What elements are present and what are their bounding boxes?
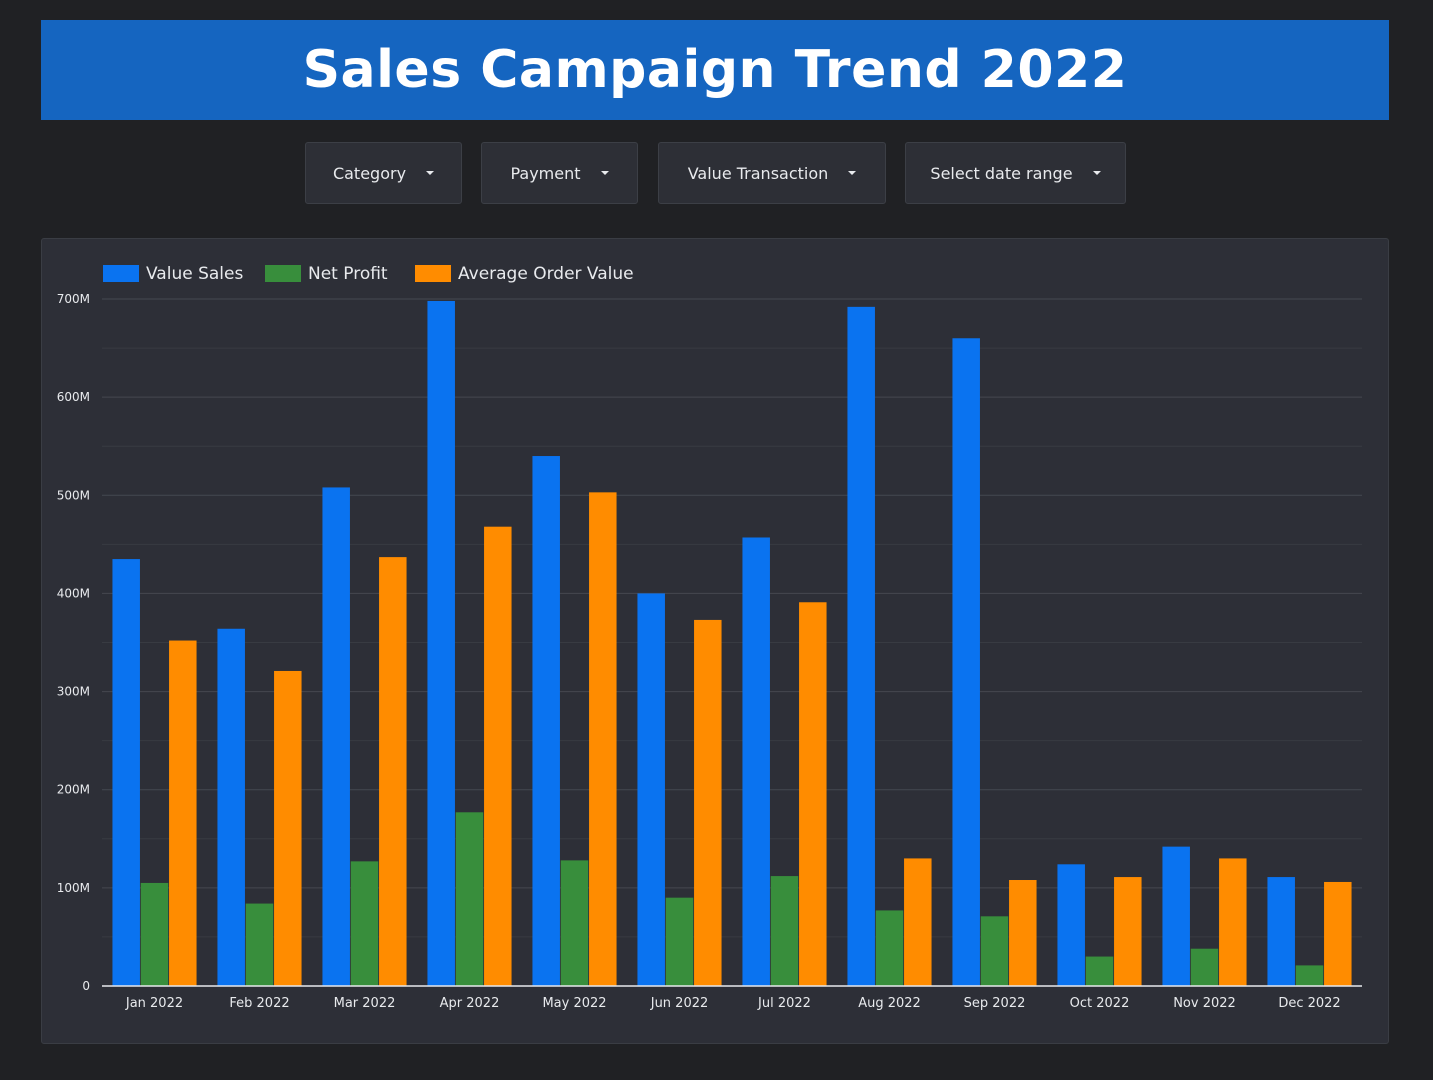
chevron-down-icon bbox=[848, 171, 857, 175]
legend-swatch bbox=[103, 265, 139, 282]
bar-value-sales bbox=[1162, 846, 1190, 986]
bar-net-profit bbox=[455, 812, 484, 986]
legend-swatch bbox=[415, 265, 451, 282]
value-transaction-filter-label: Value Transaction bbox=[687, 163, 829, 183]
date-range-picker[interactable]: Select date range bbox=[905, 142, 1126, 204]
bar-average-order-value bbox=[1219, 858, 1247, 986]
y-tick-label: 300M bbox=[57, 685, 90, 699]
legend-swatch bbox=[265, 265, 301, 282]
bar-average-order-value bbox=[904, 858, 932, 986]
bar-value-sales bbox=[1057, 864, 1085, 986]
x-tick-label: Jun 2022 bbox=[650, 996, 709, 1011]
bar-value-sales bbox=[847, 306, 875, 986]
y-tick-label: 700M bbox=[57, 292, 90, 306]
chevron-down-icon bbox=[600, 171, 609, 175]
bar-net-profit bbox=[1295, 965, 1324, 986]
x-tick-label: Nov 2022 bbox=[1173, 996, 1236, 1011]
x-tick-label: Oct 2022 bbox=[1070, 996, 1130, 1011]
payment-filter[interactable]: Payment bbox=[481, 142, 638, 204]
bar-value-sales bbox=[952, 338, 980, 986]
bar-average-order-value bbox=[1324, 881, 1352, 986]
bar-net-profit bbox=[560, 860, 589, 986]
bar-value-sales bbox=[532, 456, 560, 986]
x-tick-label: Feb 2022 bbox=[229, 996, 289, 1011]
bar-value-sales bbox=[427, 300, 455, 986]
page-title: Sales Campaign Trend 2022 bbox=[302, 40, 1128, 100]
bar-net-profit bbox=[980, 916, 1009, 986]
bar-net-profit bbox=[875, 910, 904, 986]
bar-average-order-value bbox=[1114, 877, 1142, 986]
y-tick-label: 600M bbox=[57, 390, 90, 404]
bar-value-sales bbox=[112, 559, 140, 986]
bar-net-profit bbox=[1190, 948, 1219, 986]
chevron-down-icon bbox=[1092, 171, 1101, 175]
bar-value-sales bbox=[217, 628, 245, 986]
y-tick-label: 100M bbox=[57, 881, 90, 895]
x-tick-label: Dec 2022 bbox=[1278, 996, 1340, 1011]
bar-net-profit bbox=[245, 903, 274, 986]
bar-value-sales bbox=[322, 487, 350, 986]
value-transaction-filter[interactable]: Value Transaction bbox=[658, 142, 886, 204]
y-tick-label: 500M bbox=[57, 488, 90, 502]
x-tick-label: Jul 2022 bbox=[757, 996, 811, 1011]
bar-net-profit bbox=[770, 876, 799, 986]
bar-average-order-value bbox=[694, 619, 722, 986]
category-filter-label: Category bbox=[332, 163, 407, 183]
bar-value-sales bbox=[1267, 877, 1295, 986]
payment-filter-label: Payment bbox=[510, 163, 581, 183]
bar-value-sales bbox=[637, 593, 665, 986]
x-tick-label: Sep 2022 bbox=[964, 996, 1026, 1011]
x-tick-label: Mar 2022 bbox=[334, 996, 396, 1011]
bar-chart: 0 100M 200M 300M 400M 500M 600M 700M Jan 2022 Feb… bbox=[57, 264, 1362, 1011]
bar-average-order-value bbox=[589, 492, 617, 986]
y-tick-label: 400M bbox=[57, 586, 90, 600]
title-banner: Sales Campaign Trend 2022 bbox=[41, 20, 1389, 120]
x-tick-label: May 2022 bbox=[542, 996, 606, 1011]
date-range-label: Select date range bbox=[930, 163, 1073, 183]
bar-net-profit bbox=[1085, 956, 1114, 986]
y-tick-label: 200M bbox=[57, 783, 90, 797]
category-filter[interactable]: Category bbox=[305, 142, 462, 204]
legend-label: Average Order Value bbox=[458, 264, 634, 284]
x-tick-label: Apr 2022 bbox=[440, 996, 500, 1011]
bar-net-profit bbox=[140, 882, 169, 986]
bar-average-order-value bbox=[379, 557, 407, 986]
bar-average-order-value bbox=[169, 640, 197, 986]
bar-average-order-value bbox=[799, 602, 827, 986]
y-tick-label: 0 bbox=[82, 979, 90, 993]
chart-panel: 0 100M 200M 300M 400M 500M 600M 700M Jan 2022 Feb… bbox=[41, 238, 1389, 1044]
bar-average-order-value bbox=[484, 526, 512, 986]
bar-net-profit bbox=[665, 897, 694, 986]
bar-average-order-value bbox=[274, 670, 302, 986]
x-tick-label: Aug 2022 bbox=[858, 996, 921, 1011]
legend-label: Net Profit bbox=[308, 264, 388, 284]
bar-net-profit bbox=[350, 861, 379, 986]
bar-average-order-value bbox=[1009, 880, 1037, 986]
x-tick-label: Jan 2022 bbox=[125, 996, 183, 1011]
bar-value-sales bbox=[742, 537, 770, 986]
legend-label: Value Sales bbox=[146, 264, 243, 284]
chevron-down-icon bbox=[426, 171, 435, 175]
